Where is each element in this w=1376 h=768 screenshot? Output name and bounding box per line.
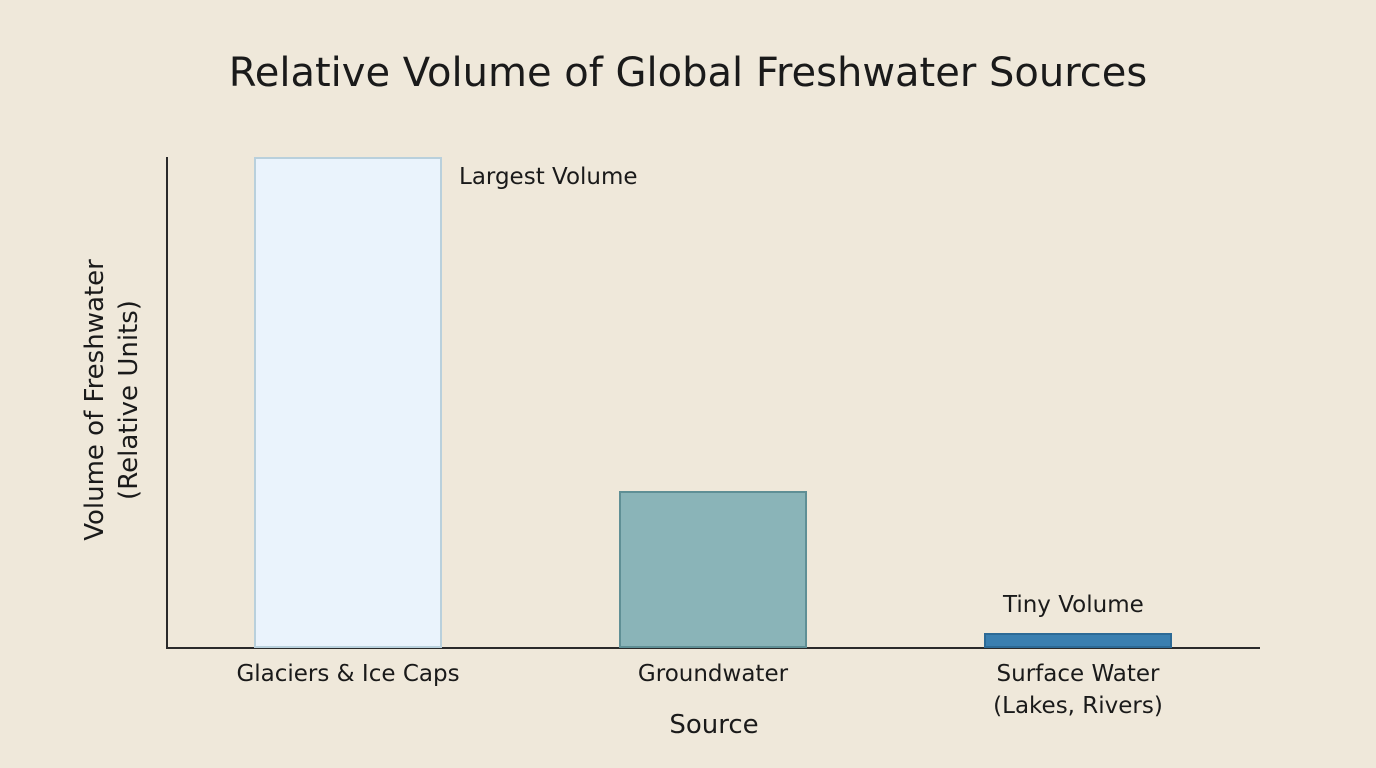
annotation-tiny-volume: Tiny Volume [1003, 592, 1144, 618]
bar-glaciers-ice-caps [254, 157, 442, 648]
annotation-largest-volume: Largest Volume [459, 164, 638, 190]
y-axis [166, 157, 168, 649]
x-tick-label-line: Groundwater [637, 661, 789, 687]
x-tick-label-line: Glaciers & Ice Caps [236, 661, 460, 687]
y-axis-title: Volume of Freshwater (Relative Units) [78, 259, 146, 541]
bar-groundwater [619, 491, 807, 648]
x-axis [166, 647, 1260, 649]
x-axis-title: Source [669, 710, 759, 740]
x-tick-label-line: (Lakes, Rivers) [993, 693, 1163, 719]
x-tick-label-glaciers: Glaciers & Ice Caps [198, 658, 498, 690]
x-tick-label-line: Surface Water [996, 661, 1160, 687]
x-tick-label-surface-water: Surface Water (Lakes, Rivers) [928, 658, 1228, 722]
x-tick-label-groundwater: Groundwater [563, 658, 863, 690]
y-axis-title-line-1: Volume of Freshwater [80, 259, 110, 541]
chart-title: Relative Volume of Global Freshwater Sou… [228, 50, 1148, 96]
y-axis-title-line-2: (Relative Units) [114, 300, 144, 500]
bar-surface-water-lakes-rivers [984, 633, 1172, 648]
